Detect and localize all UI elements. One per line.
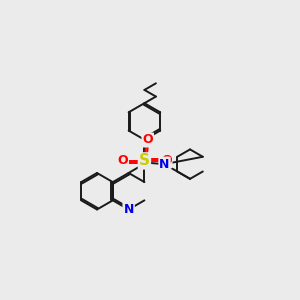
Text: O: O bbox=[117, 154, 128, 167]
Text: O: O bbox=[142, 134, 153, 146]
Text: N: N bbox=[159, 158, 170, 171]
Text: S: S bbox=[139, 153, 150, 168]
Text: N: N bbox=[123, 203, 134, 216]
Text: O: O bbox=[161, 154, 172, 167]
